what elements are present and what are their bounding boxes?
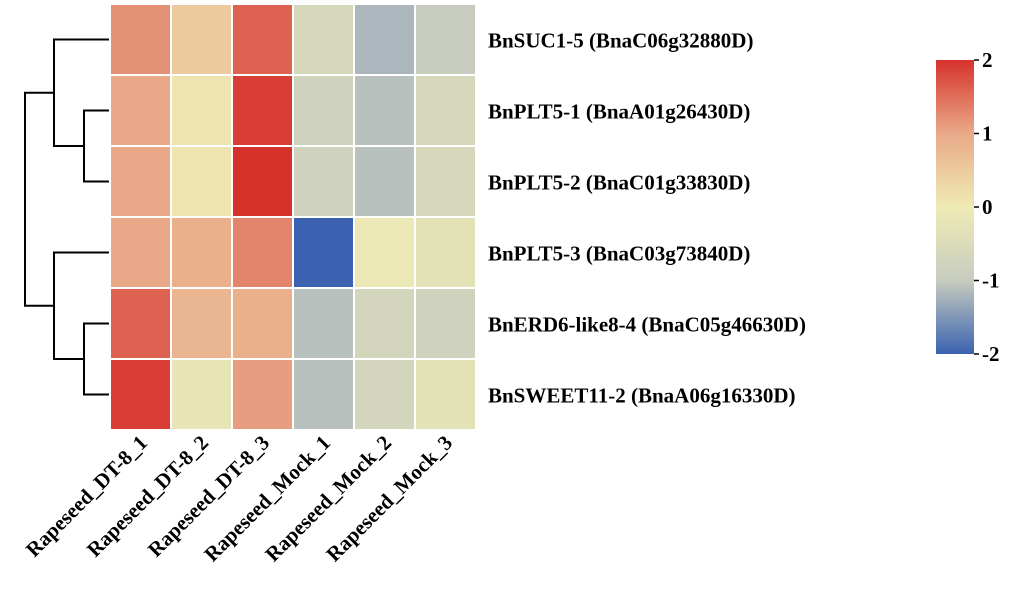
row-label: BnERD6-like8-4 (BnaC05g46630D) xyxy=(488,313,806,337)
row-label: BnPLT5-2 (BnaC01g33830D) xyxy=(488,171,750,195)
heatmap-cell xyxy=(170,74,233,147)
heatmap-cell xyxy=(109,287,172,360)
row-label: BnPLT5-3 (BnaC03g73840D) xyxy=(488,242,750,266)
legend-tick-label: 2 xyxy=(982,48,993,72)
column-labels: Rapeseed_DT-8_1Rapeseed_DT-8_2Rapeseed_D… xyxy=(21,431,457,567)
heatmap-cell xyxy=(353,3,416,76)
heatmap-cell xyxy=(170,358,233,431)
heatmap-cell xyxy=(292,287,355,360)
dendrogram-branch xyxy=(53,38,110,147)
row-label: BnPLT5-1 (BnaA01g26430D) xyxy=(488,100,750,124)
heatmap-cell xyxy=(292,145,355,218)
color-scale-legend: 2 1 0 -1 -2 xyxy=(936,48,1000,366)
dendrogram-branch xyxy=(83,322,110,396)
heatmap-cell xyxy=(231,74,294,147)
heatmap-cell xyxy=(292,74,355,147)
heatmap-cell xyxy=(414,3,477,76)
heatmap-cell xyxy=(170,3,233,76)
legend-tick-label: 1 xyxy=(982,122,993,146)
legend-tick-label: -1 xyxy=(982,269,1000,293)
legend-tick-label: -2 xyxy=(982,342,1000,366)
heatmap-cell xyxy=(231,358,294,431)
heatmap-cell xyxy=(353,216,416,289)
heatmap-cell xyxy=(109,216,172,289)
heatmap-cell xyxy=(170,287,233,360)
row-label: BnSWEET11-2 (BnaA06g16330D) xyxy=(488,384,795,408)
heatmap-cell xyxy=(109,358,172,431)
heatmap-cell xyxy=(414,216,477,289)
heatmap-cell xyxy=(353,358,416,431)
dendrogram-branch xyxy=(53,251,110,360)
heatmap-cell xyxy=(170,216,233,289)
heatmap-cell xyxy=(292,358,355,431)
heatmap-cell xyxy=(170,145,233,218)
heatmap-cell xyxy=(231,287,294,360)
heatmap-cell xyxy=(353,74,416,147)
heatmap-cells xyxy=(109,3,477,431)
dendrogram-branch xyxy=(83,109,110,183)
heatmap-cell xyxy=(292,216,355,289)
legend-color-bar xyxy=(936,60,974,354)
heatmap-cell xyxy=(414,74,477,147)
heatmap-cell xyxy=(109,74,172,147)
heatmap-cell xyxy=(231,145,294,218)
heatmap-cell xyxy=(353,145,416,218)
heatmap-cell xyxy=(414,287,477,360)
heatmap-cell xyxy=(353,287,416,360)
heatmap-cell xyxy=(231,216,294,289)
row-labels: BnSUC1-5 (BnaC06g32880D) BnPLT5-1 (BnaA01… xyxy=(488,29,806,408)
heatmap-cell xyxy=(231,3,294,76)
heatmap-cell xyxy=(109,3,172,76)
row-label: BnSUC1-5 (BnaC06g32880D) xyxy=(488,29,753,53)
row-dendrogram xyxy=(24,38,110,396)
heatmap-cell xyxy=(292,3,355,76)
dendrogram-branch xyxy=(24,91,54,307)
heatmap-cell xyxy=(109,145,172,218)
heatmap-cell xyxy=(414,145,477,218)
legend-tick-label: 0 xyxy=(982,195,993,219)
heatmap-cell xyxy=(414,358,477,431)
